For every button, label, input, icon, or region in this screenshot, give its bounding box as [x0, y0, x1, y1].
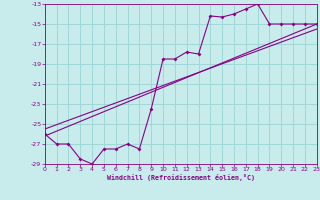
X-axis label: Windchill (Refroidissement éolien,°C): Windchill (Refroidissement éolien,°C) [107, 174, 255, 181]
